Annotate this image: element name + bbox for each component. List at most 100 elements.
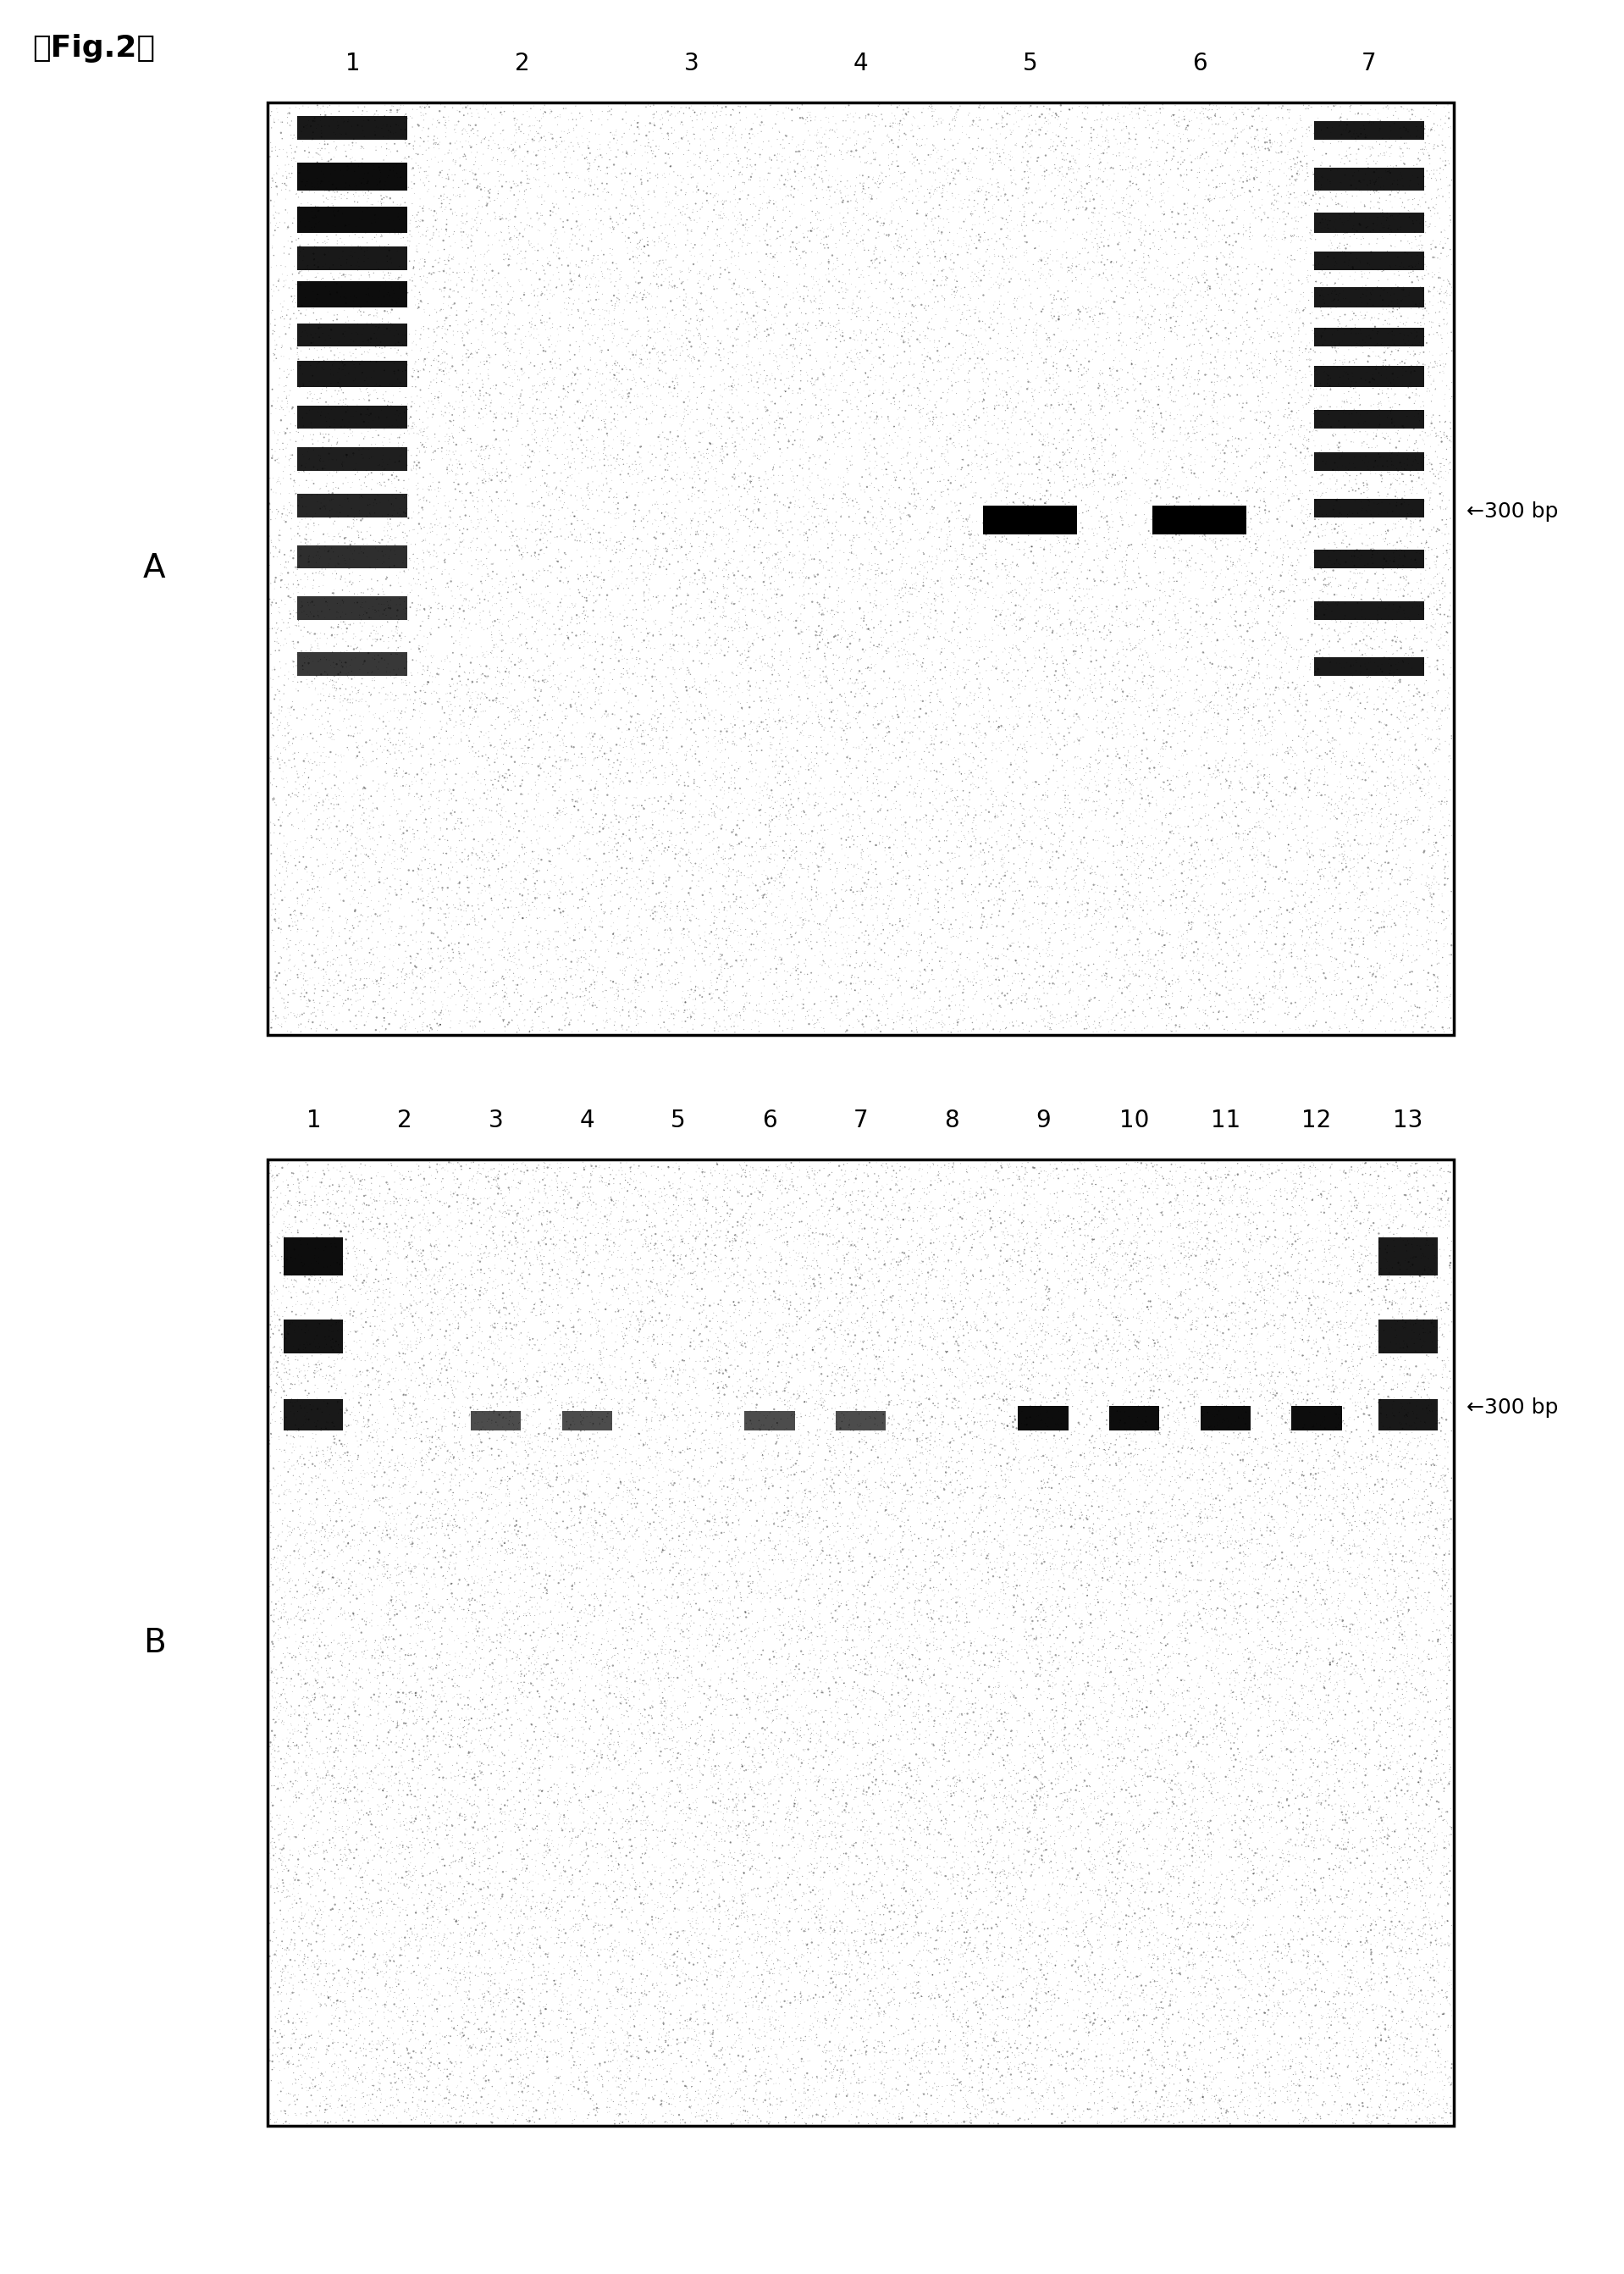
Point bbox=[1302, 1471, 1328, 1508]
Point bbox=[799, 1894, 825, 1931]
Point bbox=[1296, 1233, 1322, 1269]
Point bbox=[1090, 1424, 1116, 1460]
Point bbox=[1184, 1289, 1210, 1326]
Point bbox=[939, 907, 965, 944]
Point bbox=[1195, 1642, 1221, 1678]
Point bbox=[271, 1851, 297, 1887]
Point bbox=[992, 548, 1018, 584]
Point bbox=[400, 1694, 425, 1731]
Point bbox=[529, 1458, 555, 1494]
Point bbox=[745, 1173, 771, 1210]
Point bbox=[1255, 409, 1281, 446]
Point bbox=[1351, 921, 1377, 957]
Point bbox=[870, 2015, 896, 2051]
Point bbox=[575, 491, 601, 528]
Point bbox=[905, 880, 931, 916]
Point bbox=[1257, 1517, 1283, 1553]
Point bbox=[892, 1369, 918, 1405]
Point bbox=[1216, 916, 1242, 953]
Point bbox=[266, 1685, 292, 1721]
Point bbox=[833, 205, 859, 241]
Point bbox=[307, 746, 333, 782]
Point bbox=[581, 1151, 607, 1187]
Point bbox=[1010, 1346, 1036, 1383]
Point bbox=[1299, 1226, 1325, 1262]
Point bbox=[416, 923, 442, 960]
Point bbox=[442, 1937, 468, 1974]
Point bbox=[274, 1685, 300, 1721]
Point bbox=[1411, 1303, 1437, 1339]
Point bbox=[1112, 205, 1138, 241]
Point bbox=[711, 1201, 737, 1237]
Point bbox=[1289, 148, 1315, 184]
Point bbox=[1299, 1221, 1325, 1258]
Point bbox=[1327, 1601, 1353, 1637]
Point bbox=[1397, 1753, 1423, 1790]
Point bbox=[853, 1355, 879, 1392]
Point bbox=[1408, 1328, 1434, 1364]
Point bbox=[1400, 998, 1426, 1035]
Point bbox=[1346, 921, 1372, 957]
Point bbox=[983, 1610, 1009, 1646]
Point bbox=[1000, 359, 1026, 396]
Point bbox=[950, 2010, 976, 2047]
Point bbox=[1358, 1644, 1384, 1680]
Point bbox=[343, 1667, 369, 1703]
Point bbox=[1408, 218, 1434, 255]
Point bbox=[307, 202, 333, 239]
Point bbox=[992, 1335, 1018, 1371]
Point bbox=[1194, 1267, 1220, 1303]
Point bbox=[911, 1608, 937, 1644]
Point bbox=[492, 2012, 518, 2049]
Point bbox=[818, 1960, 844, 1997]
Point bbox=[1392, 559, 1418, 596]
Point bbox=[630, 466, 656, 503]
Point bbox=[840, 1576, 866, 1612]
Point bbox=[361, 2101, 387, 2138]
Point bbox=[1021, 371, 1047, 407]
Point bbox=[893, 2031, 919, 2067]
Point bbox=[1069, 109, 1095, 146]
Point bbox=[443, 623, 469, 659]
Point bbox=[1424, 127, 1450, 164]
Point bbox=[1189, 1230, 1215, 1267]
Point bbox=[1246, 980, 1272, 1016]
Point bbox=[578, 1949, 604, 1985]
Point bbox=[448, 1251, 474, 1287]
Point bbox=[1337, 1151, 1363, 1187]
Point bbox=[637, 312, 663, 348]
Point bbox=[607, 1960, 633, 1997]
Point bbox=[1161, 1812, 1187, 1849]
Point bbox=[791, 1421, 817, 1458]
Point bbox=[317, 1703, 343, 1740]
Point bbox=[526, 775, 552, 812]
Point bbox=[560, 1433, 586, 1469]
Point bbox=[412, 821, 438, 857]
Point bbox=[1319, 1835, 1345, 1872]
Point bbox=[1424, 1910, 1450, 1947]
Point bbox=[719, 234, 745, 271]
Point bbox=[533, 1464, 559, 1501]
Point bbox=[927, 1817, 953, 1853]
Point bbox=[429, 1505, 455, 1542]
Point bbox=[903, 482, 929, 518]
Point bbox=[330, 703, 356, 739]
Point bbox=[1268, 1173, 1294, 1210]
Point bbox=[356, 2069, 382, 2106]
Point bbox=[1346, 207, 1372, 243]
Point bbox=[343, 1783, 369, 1819]
Point bbox=[737, 1553, 763, 1590]
Point bbox=[356, 432, 382, 468]
Point bbox=[1372, 1972, 1398, 2008]
Point bbox=[419, 1835, 445, 1872]
Point bbox=[1026, 935, 1052, 971]
Point bbox=[760, 200, 786, 236]
Point bbox=[281, 1933, 307, 1969]
Point bbox=[538, 862, 564, 898]
Point bbox=[1272, 1603, 1298, 1640]
Point bbox=[1223, 2019, 1249, 2056]
Point bbox=[664, 1176, 690, 1212]
Point bbox=[1109, 2078, 1135, 2115]
Point bbox=[477, 1260, 503, 1296]
Point bbox=[414, 211, 440, 248]
